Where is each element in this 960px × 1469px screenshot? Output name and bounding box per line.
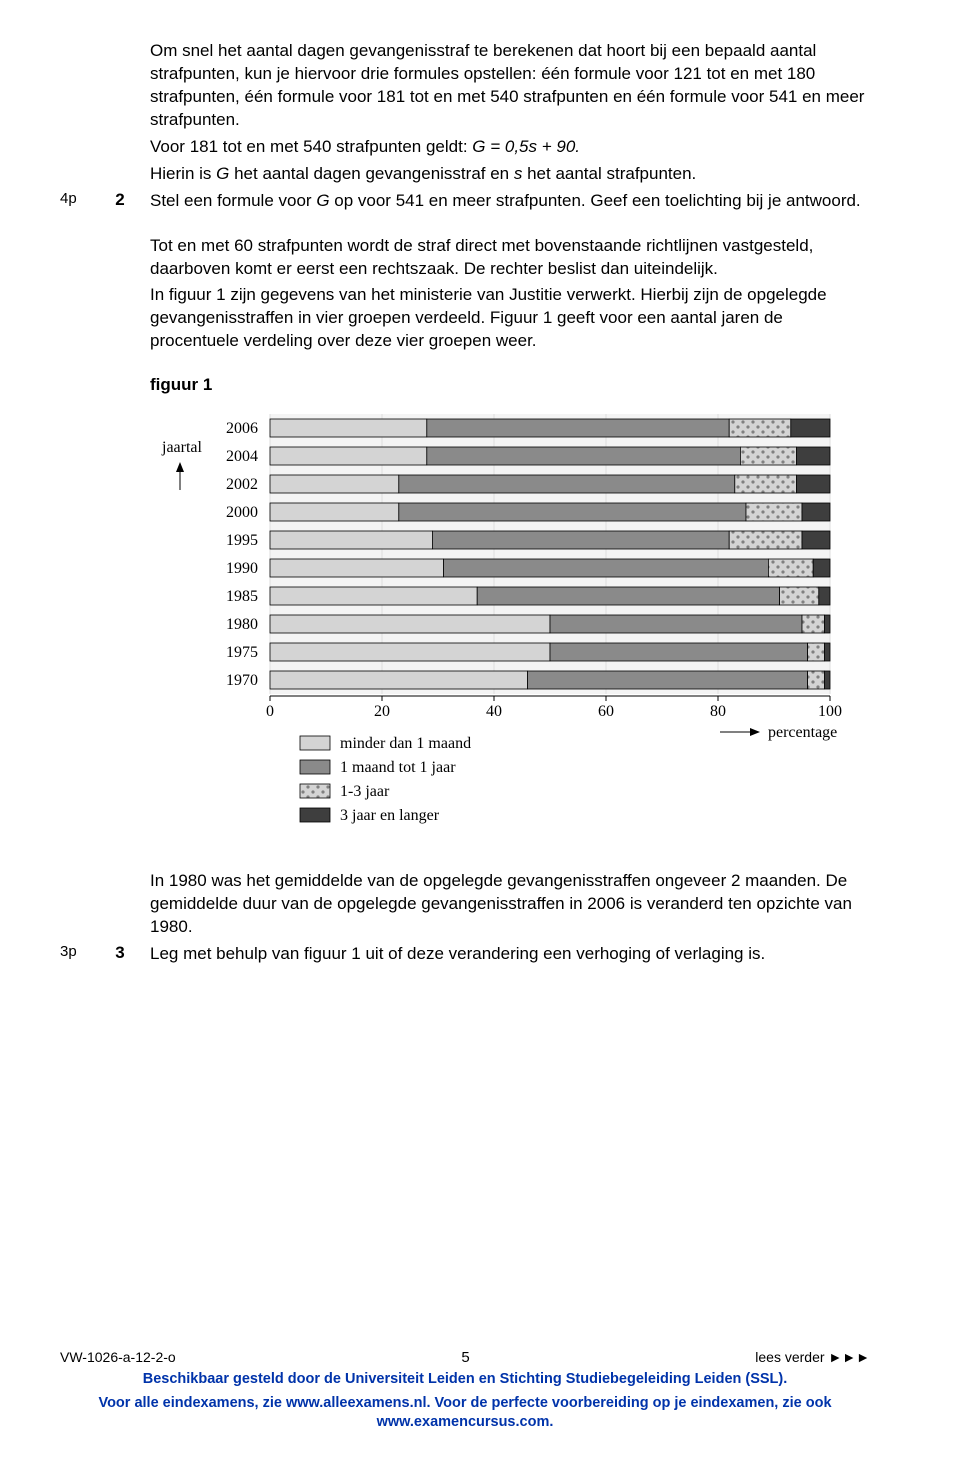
svg-text:80: 80 — [710, 703, 726, 720]
svg-text:percentage: percentage — [768, 724, 837, 741]
footer-left: VW-1026-a-12-2-o — [60, 1349, 176, 1365]
q2-number: 2 — [100, 190, 140, 210]
svg-text:2002: 2002 — [226, 476, 258, 493]
q2-points: 4p — [60, 190, 100, 207]
svg-text:0: 0 — [266, 703, 274, 720]
para2-formula: G = 0,5s + 90. — [472, 137, 580, 156]
svg-text:60: 60 — [598, 703, 614, 720]
svg-text:2006: 2006 — [226, 420, 258, 437]
svg-text:2000: 2000 — [226, 504, 258, 521]
svg-text:100: 100 — [818, 703, 842, 720]
q3-text: Leg met behulp van figuur 1 uit of deze … — [150, 943, 870, 966]
q3-number: 3 — [100, 943, 140, 963]
svg-text:40: 40 — [486, 703, 502, 720]
para3-pre: Hierin is — [150, 164, 216, 183]
para3-mid: het aantal dagen gevangenisstraf en — [229, 164, 514, 183]
svg-text:1980: 1980 — [226, 616, 258, 633]
page-footer: VW-1026-a-12-2-o 5 lees verder ►►► Besch… — [60, 1349, 870, 1433]
para3-g: G — [216, 164, 229, 183]
footer-page-number: 5 — [461, 1349, 469, 1366]
svg-text:20: 20 — [374, 703, 390, 720]
svg-text:jaartal: jaartal — [161, 439, 203, 456]
svg-text:3 jaar en langer: 3 jaar en langer — [340, 807, 440, 824]
figure-label: figuur 1 — [150, 375, 870, 395]
q2-text: Stel een formule voor G op voor 541 en m… — [150, 190, 870, 213]
q3-points: 3p — [60, 943, 100, 960]
footer-blue2: Voor alle eindexamens, zie www.alleexame… — [60, 1394, 870, 1433]
footer-blue1: Beschikbaar gesteld door de Universiteit… — [60, 1370, 870, 1390]
svg-text:1985: 1985 — [226, 588, 258, 605]
para1: Om snel het aantal dagen gevangenisstraf… — [150, 40, 870, 186]
para6: In 1980 was het gemiddelde van de opgele… — [150, 870, 870, 939]
figure-1-chart: 2006 2004 2002 2000 1995 1990 1985 1980 1975 1970… — [150, 409, 870, 842]
svg-text:1-3 jaar: 1-3 jaar — [340, 783, 390, 800]
svg-text:2004: 2004 — [226, 448, 258, 465]
svg-text:1990: 1990 — [226, 560, 258, 577]
para3-post: het aantal strafpunten. — [522, 164, 696, 183]
para2-pre: Voor 181 tot en met 540 strafpunten geld… — [150, 137, 472, 156]
footer-right: lees verder ►►► — [755, 1349, 870, 1365]
svg-text:1 maand tot 1 jaar: 1 maand tot 1 jaar — [340, 759, 456, 776]
svg-text:1975: 1975 — [226, 644, 258, 661]
para4: Tot en met 60 strafpunten wordt de straf… — [150, 235, 870, 281]
para5: In figuur 1 zijn gegevens van het minist… — [150, 284, 870, 353]
svg-text:1970: 1970 — [226, 672, 258, 689]
svg-text:1995: 1995 — [226, 532, 258, 549]
svg-text:minder dan 1 maand: minder dan 1 maand — [340, 735, 471, 752]
